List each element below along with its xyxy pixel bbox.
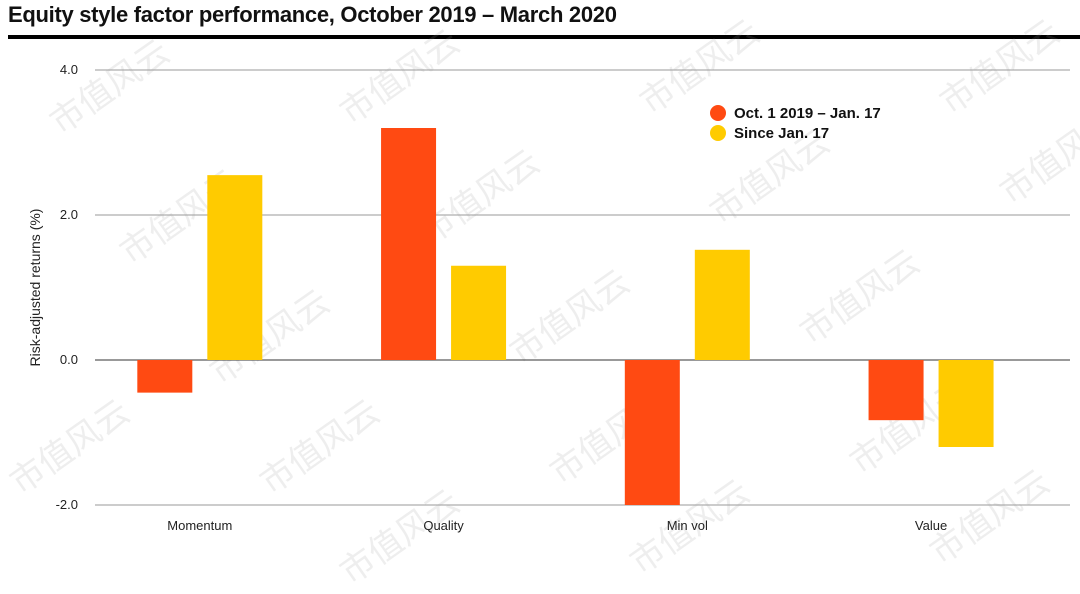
y-tick-label: 0.0 (60, 352, 78, 367)
bar-chart: -2.0 0.0 2.0 4.0 Risk-adjusted returns (%) Mo… (27, 62, 1070, 533)
legend-label: Since Jan. 17 (734, 125, 829, 142)
y-tick-label: 2.0 (60, 207, 78, 222)
x-category-label: Min vol (667, 518, 708, 533)
bar (137, 360, 193, 393)
x-category-label: Momentum (167, 518, 232, 533)
legend-swatch (710, 125, 726, 141)
bar (938, 360, 994, 447)
bar (451, 265, 507, 360)
bar (381, 128, 437, 360)
y-tick-label: 4.0 (60, 62, 78, 77)
x-category-label: Value (915, 518, 947, 533)
y-tick-label: -2.0 (56, 497, 78, 512)
bar (868, 360, 924, 421)
bar (624, 360, 680, 505)
chart-title: Equity style factor performance, October… (8, 2, 617, 27)
bar (694, 249, 750, 360)
legend-swatch (710, 105, 726, 121)
title-rule (8, 35, 1080, 39)
bar (207, 175, 263, 360)
x-category-label: Quality (423, 518, 464, 533)
y-axis-label: Risk-adjusted returns (%) (27, 209, 43, 367)
legend-label: Oct. 1 2019 – Jan. 17 (734, 105, 881, 122)
